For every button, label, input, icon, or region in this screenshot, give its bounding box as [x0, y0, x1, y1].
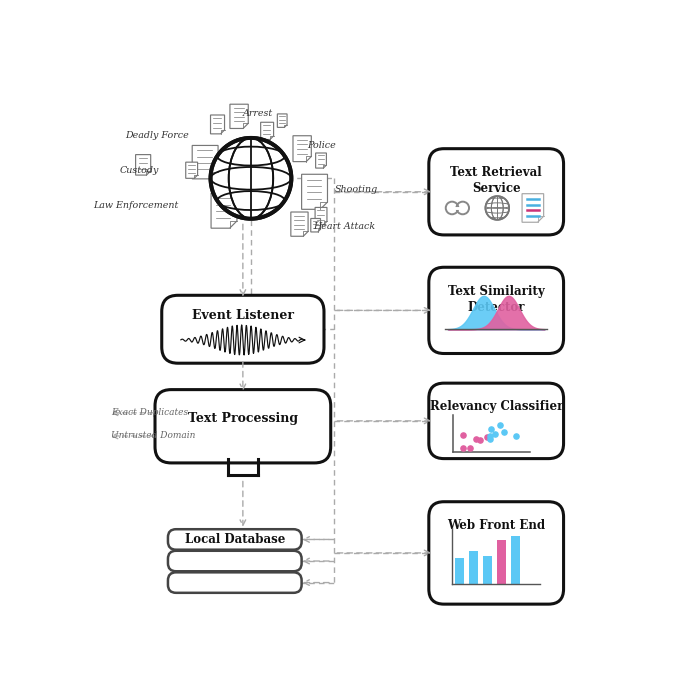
Bar: [469, 551, 478, 584]
Polygon shape: [186, 162, 197, 178]
Text: Heart Attack: Heart Attack: [313, 223, 375, 231]
Text: Exact Duplicates: Exact Duplicates: [111, 408, 188, 417]
Text: Text Similarity
Detector: Text Similarity Detector: [448, 284, 545, 314]
Text: Text Retrieval
Service: Text Retrieval Service: [450, 166, 542, 195]
Text: Event Listener: Event Listener: [192, 309, 294, 322]
FancyBboxPatch shape: [168, 573, 302, 593]
Point: [486, 423, 497, 434]
Text: Local Database: Local Database: [185, 533, 285, 546]
Point: [484, 430, 496, 441]
FancyBboxPatch shape: [429, 383, 564, 458]
Point: [498, 426, 510, 438]
FancyBboxPatch shape: [429, 502, 564, 604]
Text: Arrest: Arrest: [243, 109, 273, 118]
FancyBboxPatch shape: [429, 267, 564, 354]
Point: [489, 428, 500, 440]
Polygon shape: [136, 155, 150, 175]
Polygon shape: [290, 212, 308, 237]
Text: Web Front End: Web Front End: [447, 519, 545, 532]
FancyBboxPatch shape: [429, 148, 564, 235]
FancyBboxPatch shape: [155, 390, 330, 463]
FancyBboxPatch shape: [168, 551, 302, 571]
Polygon shape: [316, 153, 326, 168]
Point: [475, 435, 486, 446]
Bar: [228, 441, 258, 460]
Point: [458, 430, 469, 441]
Point: [464, 442, 475, 453]
Bar: [511, 536, 521, 584]
Polygon shape: [522, 194, 544, 223]
Polygon shape: [315, 207, 327, 225]
Polygon shape: [230, 104, 248, 129]
Text: Law Enforcement: Law Enforcement: [93, 201, 178, 210]
Circle shape: [485, 196, 509, 220]
Text: Untrusted Domain: Untrusted Domain: [111, 431, 195, 440]
FancyBboxPatch shape: [168, 529, 302, 550]
Point: [481, 431, 492, 442]
Text: Custody: Custody: [120, 166, 160, 175]
Point: [511, 430, 522, 441]
Bar: [483, 556, 492, 584]
FancyBboxPatch shape: [162, 295, 324, 363]
Bar: [497, 540, 506, 584]
Text: Shooting: Shooting: [335, 185, 378, 194]
Text: Relevancy Classifier: Relevancy Classifier: [430, 400, 563, 414]
Text: Deadly Force: Deadly Force: [125, 131, 189, 140]
Point: [484, 433, 496, 444]
Bar: [455, 559, 464, 584]
Text: Police: Police: [307, 141, 336, 150]
Circle shape: [211, 138, 291, 219]
Polygon shape: [311, 218, 321, 232]
Polygon shape: [211, 193, 237, 228]
Polygon shape: [260, 122, 274, 139]
Point: [495, 419, 506, 430]
Polygon shape: [193, 146, 218, 179]
Polygon shape: [293, 136, 312, 162]
Text: Text Processing: Text Processing: [188, 412, 298, 425]
Polygon shape: [277, 114, 287, 127]
Polygon shape: [211, 115, 225, 134]
Point: [470, 433, 482, 444]
Polygon shape: [302, 174, 328, 209]
Point: [458, 442, 469, 454]
